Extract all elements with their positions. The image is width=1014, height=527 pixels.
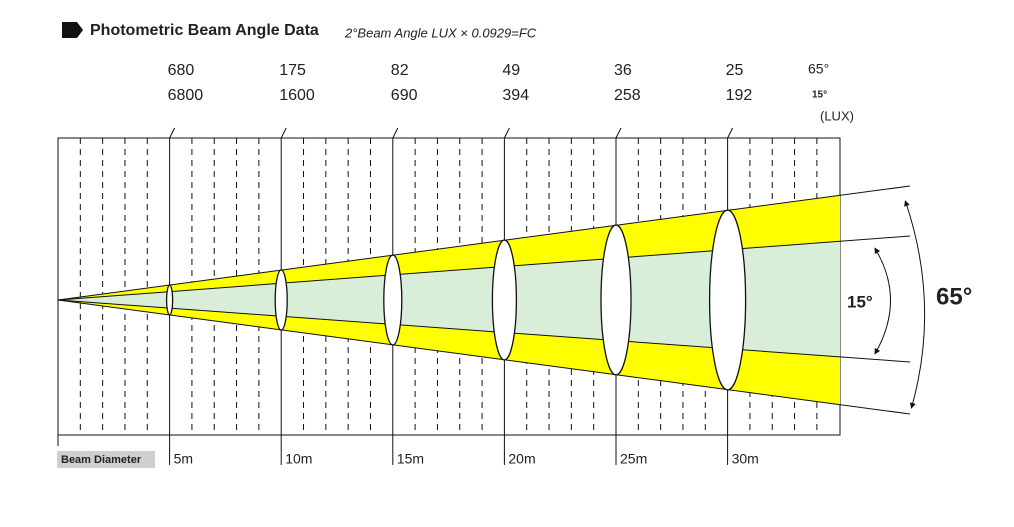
beam-sections: [165, 209, 747, 391]
lux-wide: 82: [391, 62, 409, 79]
lux-narrow: 1600: [279, 87, 315, 104]
beam-section: [165, 284, 174, 316]
legend-unit: (LUX): [820, 108, 854, 123]
distance-tick: [503, 127, 510, 139]
lux-wide: 25: [726, 62, 744, 79]
lux-narrow: 394: [502, 87, 529, 104]
distance-label: 15m: [397, 451, 424, 467]
wide-angle: 65°: [936, 283, 972, 310]
narrow-angle-arc: [874, 247, 891, 355]
distance-label: 30m: [732, 451, 759, 467]
beam-section: [600, 224, 632, 376]
distance-label: 25m: [620, 451, 647, 467]
lux-narrow: 192: [726, 87, 753, 104]
distance-tick: [280, 127, 287, 139]
distance-tick: [392, 127, 399, 139]
beam-section: [383, 254, 403, 346]
narrow-beam: [58, 241, 840, 357]
distance-label: 20m: [508, 451, 535, 467]
distance-tick: [615, 127, 622, 139]
beam-section: [708, 209, 747, 391]
lux-wide: 680: [168, 62, 195, 79]
lux-narrow: 6800: [168, 87, 204, 104]
axis-label-box: [57, 451, 155, 468]
axis-label: Beam Diameter: [61, 454, 142, 466]
title-icon: [62, 22, 83, 38]
beam-section: [274, 269, 288, 331]
lux-narrow: 258: [614, 87, 641, 104]
distance-tick: [727, 127, 734, 139]
lux-wide: 175: [279, 62, 306, 79]
lux-narrow: 690: [391, 87, 418, 104]
distance-label: 5m: [174, 451, 193, 467]
distance-tick: [169, 127, 176, 139]
distance-label: 10m: [285, 451, 312, 467]
beam-section: [491, 239, 518, 361]
lux-wide: 36: [614, 62, 632, 79]
legend-narrow: 15°: [812, 90, 827, 101]
subtitle: 2°Beam Angle LUX × 0.0929=FC: [344, 25, 537, 40]
beam-edges: [57, 185, 911, 415]
narrow-angle: 15°: [847, 292, 873, 311]
lux-wide: 49: [502, 62, 520, 79]
title: Photometric Beam Angle Data: [90, 22, 319, 39]
wide-angle-arc: [904, 200, 926, 409]
legend-wide: 65°: [808, 61, 829, 77]
